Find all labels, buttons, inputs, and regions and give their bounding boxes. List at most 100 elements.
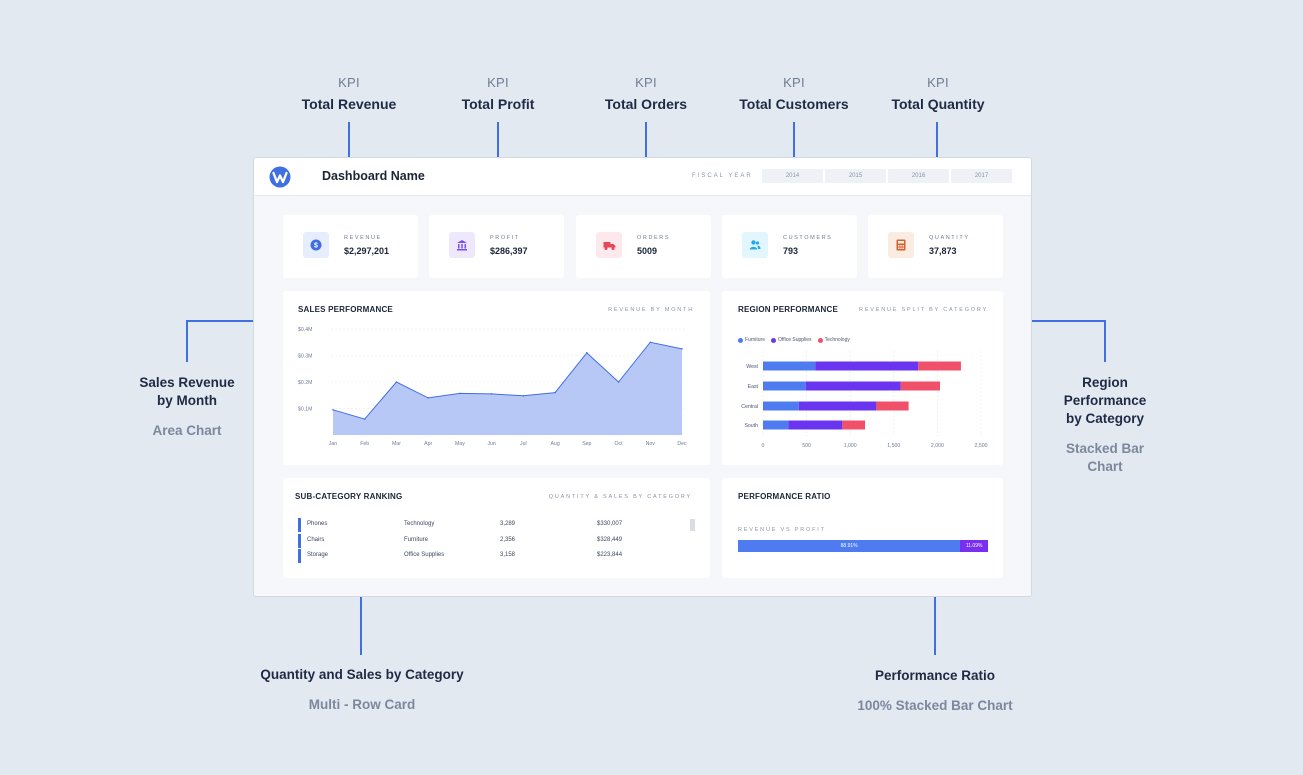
row-sales: $223,844: [597, 552, 623, 558]
bar-east-office-supplies[interactable]: [805, 381, 901, 391]
legend-item-office-supplies[interactable]: Office Supplies: [771, 337, 812, 343]
truck-icon: [596, 232, 622, 258]
subcategory-ranking-card: SUB-CATEGORY RANKING QUANTITY & SALES BY…: [283, 478, 710, 578]
annotation-name: Total Orders: [604, 96, 688, 112]
kpi-value: $286,397: [490, 246, 528, 256]
x-tick-label: Jan: [329, 441, 337, 447]
annotation-type-line: Chart: [1087, 459, 1123, 474]
annotation-kind: KPI: [927, 75, 949, 90]
svg-text:$: $: [314, 243, 318, 250]
row-category: Technology: [404, 521, 435, 527]
top-bar: Dashboard Name FISCAL YEAR 2014 2015 201…: [254, 158, 1031, 196]
data-point-sep[interactable]: [586, 352, 588, 354]
kpi-card-quantity[interactable]: QUANTITY 37,873: [868, 215, 1003, 278]
annotation-type: 100% Stacked Bar Chart: [857, 698, 1013, 713]
data-point-may[interactable]: [459, 392, 461, 395]
x-tick-label: Nov: [646, 441, 656, 447]
year-button-2016[interactable]: 2016: [888, 169, 949, 183]
bar-east-technology[interactable]: [900, 381, 941, 391]
legend-swatch: [771, 337, 777, 343]
year-button-2017[interactable]: 2017: [951, 169, 1012, 183]
data-point-jun[interactable]: [490, 393, 493, 395]
dashboard-title: Dashboard Name: [322, 169, 425, 183]
connector-line: [1104, 320, 1106, 362]
data-point-mar[interactable]: [395, 381, 398, 383]
legend-item-furniture[interactable]: Furniture: [738, 337, 765, 343]
annotation-name: Total Profit: [461, 96, 535, 112]
kpi-label: CUSTOMERS: [783, 235, 833, 241]
row-indicator: [298, 518, 301, 532]
data-point-apr[interactable]: [427, 397, 429, 399]
sales-performance-card: SALES PERFORMANCE REVENUE BY MONTH $0.1M…: [283, 291, 710, 465]
y-tick-label: West: [746, 364, 758, 370]
annotation-title-line: Performance: [1063, 393, 1147, 408]
bar-west-furniture[interactable]: [763, 361, 816, 371]
bar-south-furniture[interactable]: [763, 420, 789, 430]
bar-central-technology[interactable]: [876, 401, 909, 411]
legend-item-technology[interactable]: Technology: [817, 337, 850, 343]
row-quantity: 2,356: [500, 537, 516, 543]
kpi-label: ORDERS: [637, 235, 671, 241]
x-tick-label: Jul: [520, 441, 527, 447]
year-button-2015[interactable]: 2015: [825, 169, 886, 183]
x-tick-label: 0: [762, 443, 765, 449]
connector-line: [996, 320, 1106, 322]
x-tick-label: Aug: [550, 441, 559, 447]
x-tick-label: Dec: [677, 441, 687, 447]
ratio-segment-profit[interactable]: 11.09%: [960, 540, 988, 552]
annotation-kpi-customers: KPI Total Customers: [709, 75, 879, 112]
w-logo-icon: [269, 166, 291, 188]
annotation-name: Total Customers: [739, 96, 849, 112]
bar-south-technology[interactable]: [842, 420, 866, 430]
dollar-icon: $: [303, 232, 329, 258]
data-point-nov[interactable]: [649, 341, 652, 344]
year-button-2014[interactable]: 2014: [762, 169, 823, 183]
kpi-card-customers[interactable]: CUSTOMERS 793: [722, 215, 857, 278]
y-tick-label: $0.2M: [298, 380, 312, 386]
annotation-title-line: by Month: [157, 393, 217, 408]
y-tick-label: Central: [741, 404, 758, 410]
connector-line: [186, 320, 317, 322]
bar-central-furniture[interactable]: [763, 401, 799, 411]
annotation-qty-sales: Quantity and Sales by Category Multi - R…: [232, 666, 492, 714]
bar-east-furniture[interactable]: [763, 381, 806, 391]
kpi-card-profit[interactable]: PROFIT $286,397: [429, 215, 564, 278]
card-title: SUB-CATEGORY RANKING: [295, 492, 403, 501]
data-point-dec[interactable]: [681, 348, 683, 350]
annotation-name: Total Quantity: [891, 96, 985, 112]
data-point-feb[interactable]: [363, 418, 366, 420]
x-tick-label: May: [455, 441, 465, 447]
bar-central-office-supplies[interactable]: [798, 401, 877, 411]
x-tick-label: 500: [802, 443, 811, 449]
area-chart: $0.1M $0.2M $0.3M $0.4M Jan Feb Mar Apr May Jun Ju…: [298, 327, 687, 447]
kpi-card-orders[interactable]: ORDERS 5009: [576, 215, 711, 278]
data-point-jan[interactable]: [332, 409, 334, 411]
connector-line: [934, 563, 936, 655]
data-point-aug[interactable]: [554, 391, 556, 394]
data-point-jul[interactable]: [522, 394, 525, 397]
data-point-oct[interactable]: [617, 381, 620, 383]
annotation-kind: KPI: [635, 75, 657, 90]
y-tick-label: $0.3M: [298, 354, 312, 360]
annotation-kind: KPI: [783, 75, 805, 90]
y-tick-label: East: [748, 384, 759, 390]
bar-west-office-supplies[interactable]: [815, 361, 919, 371]
bar-south-office-supplies[interactable]: [788, 420, 843, 430]
card-title: PERFORMANCE RATIO: [738, 492, 831, 501]
dashboard-frame: Dashboard Name FISCAL YEAR 2014 2015 201…: [253, 157, 1032, 597]
card-title: SALES PERFORMANCE: [298, 305, 393, 314]
x-tick-label: Oct: [615, 441, 624, 447]
ratio-segment-revenue[interactable]: 88.91%: [738, 540, 961, 552]
table-row[interactable]: Storage Office Supplies 3,158 $223,844: [298, 549, 688, 563]
bar-west-technology[interactable]: [918, 361, 961, 371]
x-tick-label: 2,000: [931, 443, 944, 449]
kpi-card-revenue[interactable]: $ REVENUE $2,297,201: [283, 215, 418, 278]
bank-icon: [449, 232, 475, 258]
table-row[interactable]: Chairs Furniture 2,356 $328,449: [298, 534, 688, 548]
table-row[interactable]: Phones Technology 3,289 $330,007: [298, 518, 688, 532]
year-selector: 2014 2015 2016 2017: [762, 169, 1012, 183]
performance-ratio-card: PERFORMANCE RATIO REVENUE VS PROFIT 88.9…: [722, 478, 1003, 578]
chart-legend: Furniture Office Supplies Technology: [738, 337, 850, 343]
scrollbar[interactable]: [690, 519, 695, 531]
annotation-title: Performance Ratio: [874, 668, 996, 683]
